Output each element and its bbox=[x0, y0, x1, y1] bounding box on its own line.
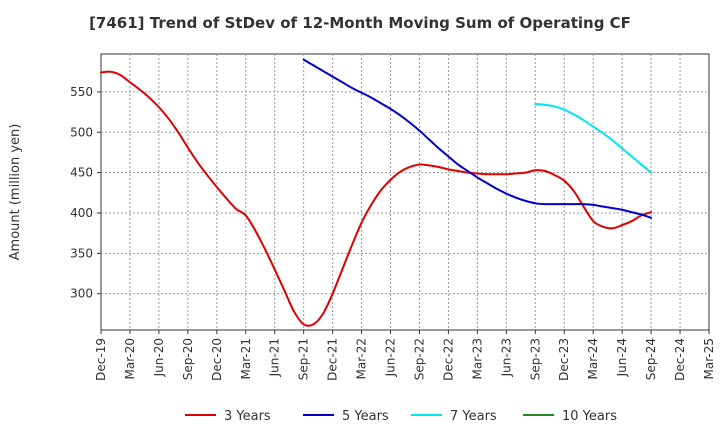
y-axis: 300 350 400 450 500 550 bbox=[70, 85, 101, 301]
x-tick-label: Jun-23 bbox=[499, 338, 513, 377]
legend-label-10-years: 10 Years bbox=[562, 409, 617, 424]
y-tick-label: 350 bbox=[70, 246, 93, 260]
x-tick-label: Sep-20 bbox=[181, 338, 195, 380]
series-line-5-years bbox=[302, 58, 653, 219]
x-tick-label: Dec-21 bbox=[326, 338, 340, 381]
legend-label-3-years: 3 Years bbox=[224, 409, 271, 424]
y-tick-label: 450 bbox=[70, 166, 93, 180]
legend-label-7-years: 7 Years bbox=[450, 409, 497, 424]
x-tick-label: Mar-24 bbox=[586, 338, 600, 379]
x-tick-label: Sep-24 bbox=[644, 338, 658, 380]
x-tick-label: Dec-22 bbox=[441, 338, 455, 381]
y-tick-label: 550 bbox=[70, 85, 93, 99]
x-tick-label: Jun-24 bbox=[615, 338, 629, 377]
x-tick-label: Jun-21 bbox=[268, 338, 282, 377]
series-line-3-years bbox=[100, 70, 653, 327]
x-tick-label: Dec-19 bbox=[94, 338, 108, 381]
x-tick-label: Mar-23 bbox=[470, 338, 484, 379]
chart-title: [7461] Trend of StDev of 12-Month Moving… bbox=[89, 14, 631, 32]
y-tick-label: 500 bbox=[70, 125, 93, 139]
x-tick-label: Dec-20 bbox=[210, 338, 224, 381]
y-tick-label: 400 bbox=[70, 206, 93, 220]
x-tick-label: Sep-22 bbox=[412, 338, 426, 380]
legend: 3 Years 5 Years 7 Years 10 Years bbox=[185, 409, 617, 424]
series-line-7-years bbox=[534, 103, 653, 174]
x-tick-label: Sep-21 bbox=[297, 338, 311, 380]
legend-label-5-years: 5 Years bbox=[342, 409, 389, 424]
x-tick-label: Dec-23 bbox=[557, 338, 571, 381]
y-axis-title: Amount (million yen) bbox=[8, 124, 23, 261]
x-tick-label: Sep-23 bbox=[528, 338, 542, 380]
x-tick-label: Jun-20 bbox=[152, 338, 166, 377]
series-layer bbox=[100, 58, 653, 327]
x-tick-label: Jun-22 bbox=[384, 338, 398, 377]
grid-layer bbox=[101, 54, 709, 330]
x-tick-label: Dec-24 bbox=[673, 338, 687, 381]
x-tick-label: Mar-25 bbox=[702, 338, 716, 379]
x-axis: Dec-19 Mar-20 Jun-20 Sep-20 Dec-20 Mar-21 Jun-… bbox=[94, 330, 716, 381]
x-tick-label: Mar-21 bbox=[239, 338, 253, 379]
y-tick-label: 300 bbox=[70, 287, 93, 301]
x-tick-label: Mar-20 bbox=[123, 338, 137, 379]
x-tick-label: Mar-22 bbox=[355, 338, 369, 379]
plot-area bbox=[100, 53, 710, 331]
